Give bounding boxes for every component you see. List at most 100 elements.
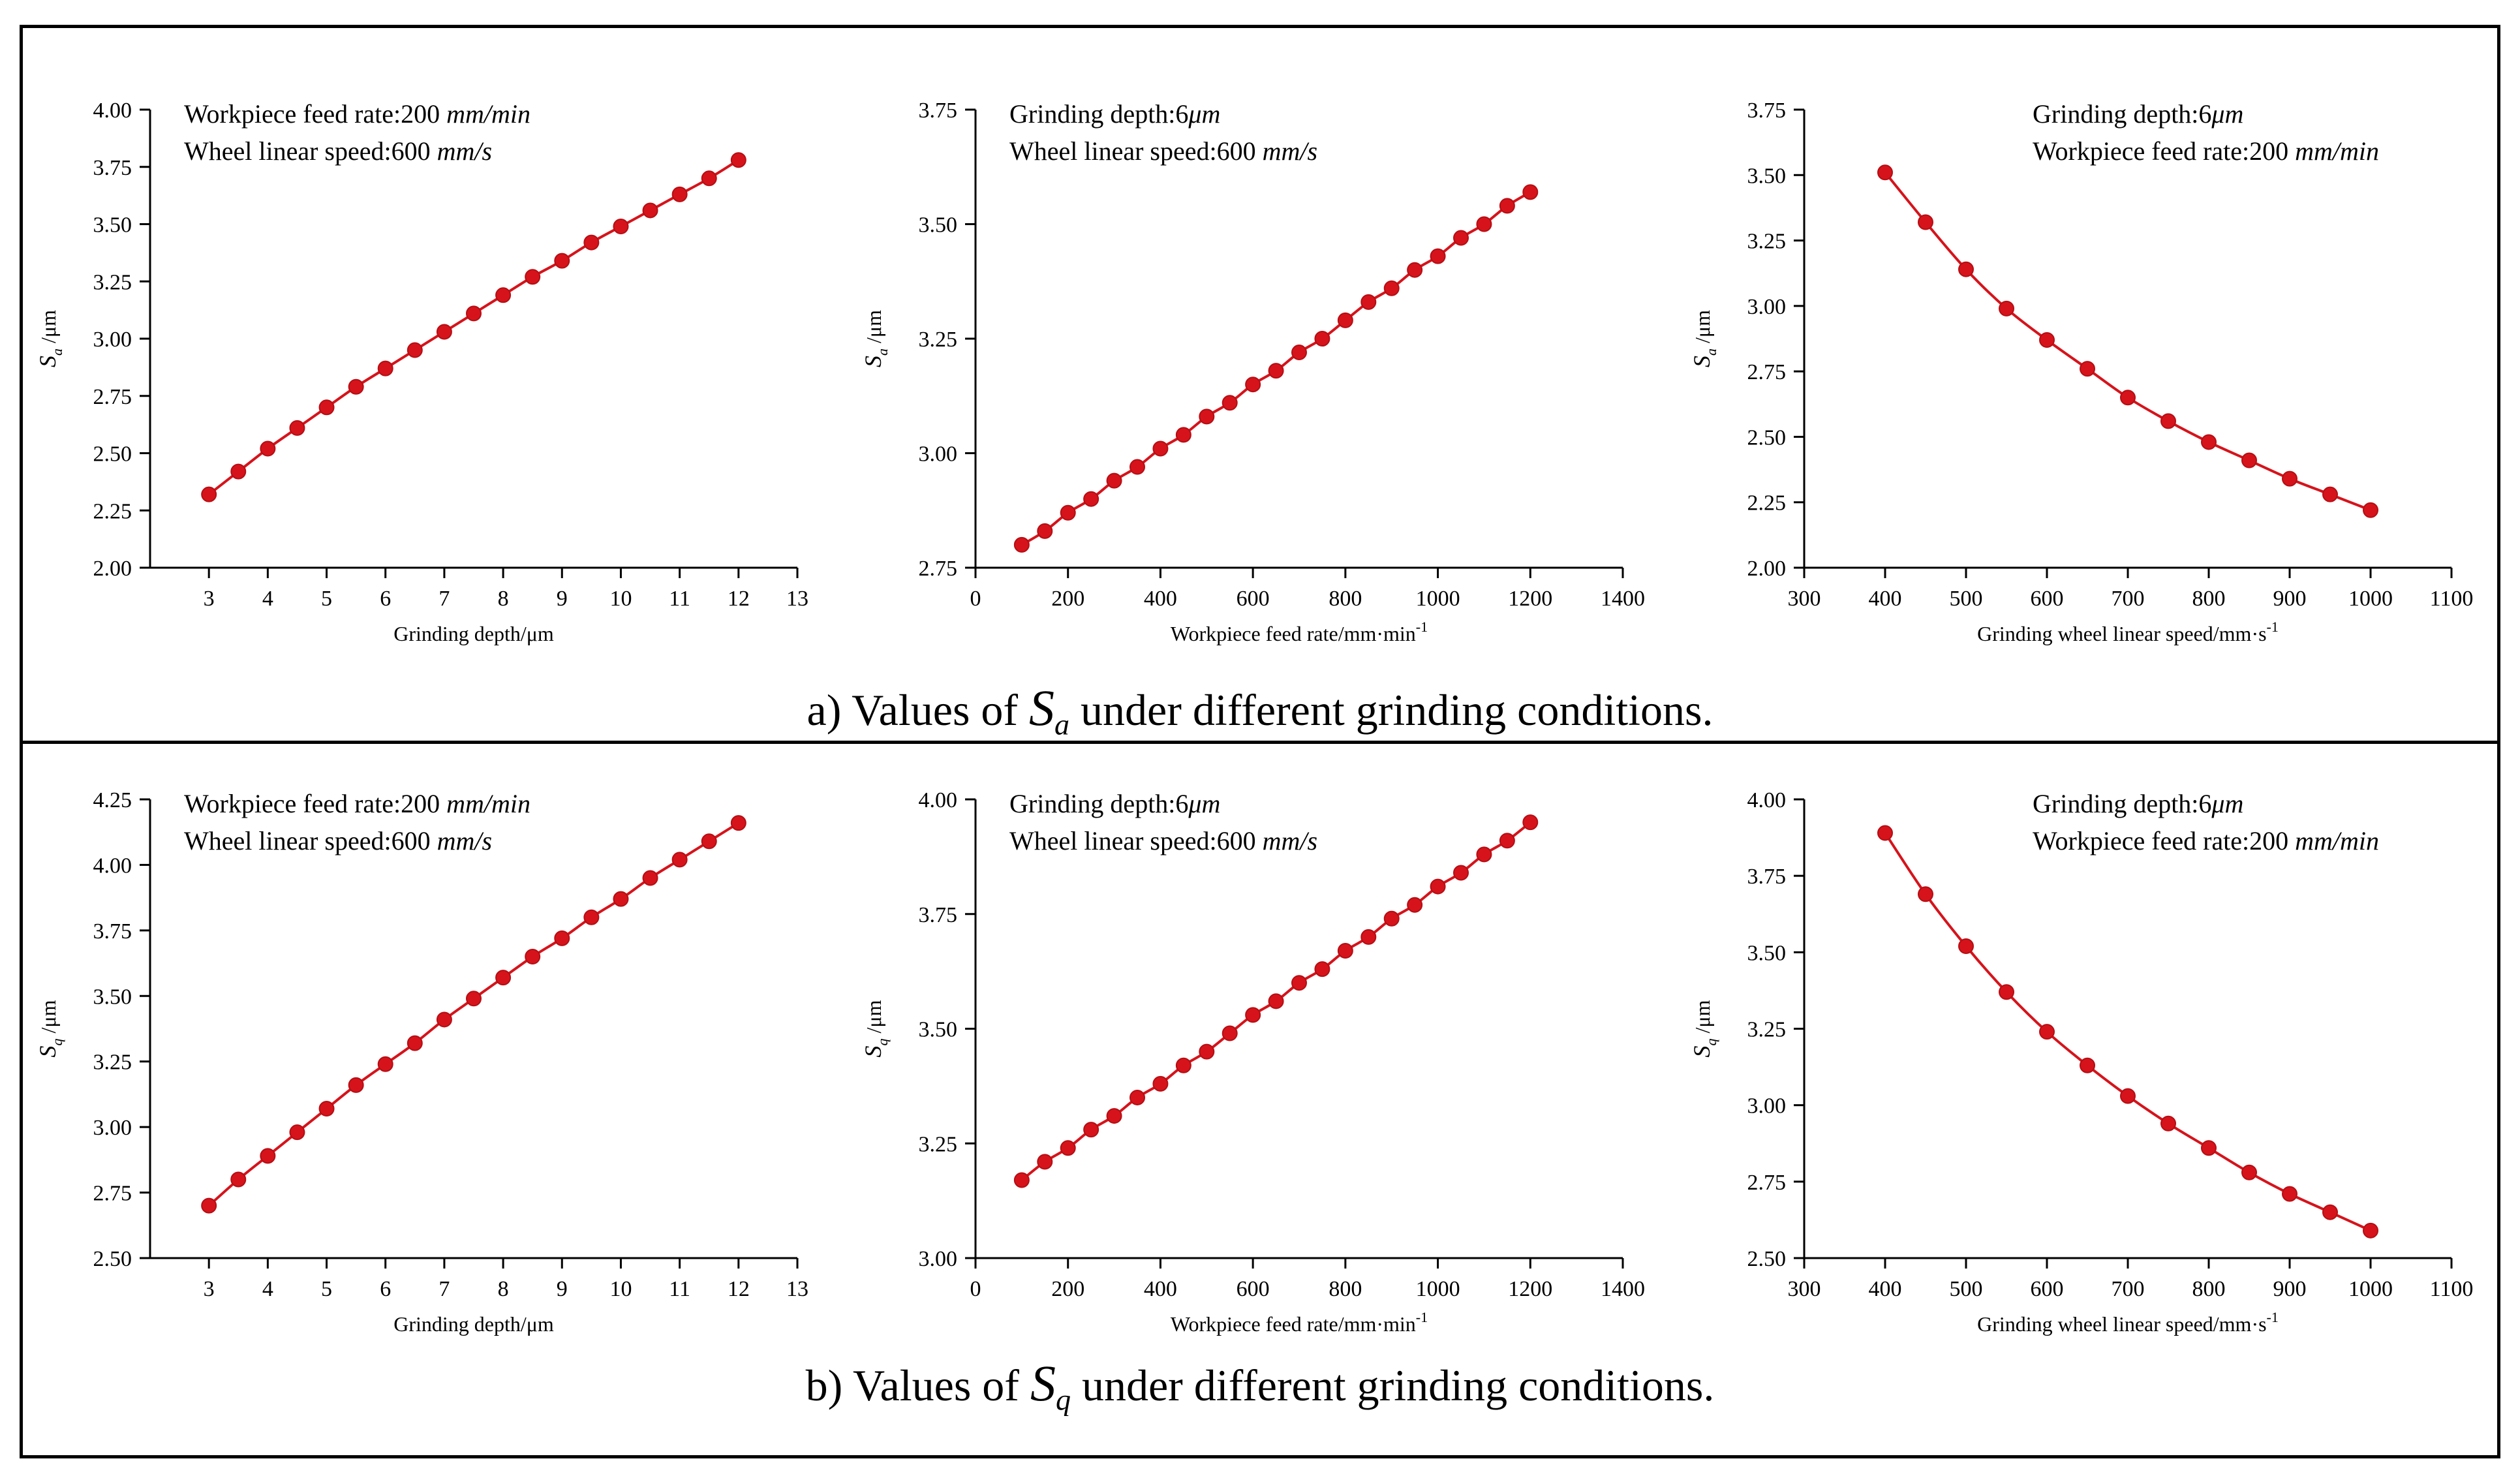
data-point — [1383, 280, 1400, 296]
y-axis-label-unit: /μm — [862, 310, 885, 348]
x-tick-label: 400 — [1869, 1277, 1902, 1301]
y-tick-label: 3.75 — [1747, 865, 1787, 889]
annotation-segment: mm/s — [437, 136, 492, 166]
data-point — [1152, 1075, 1169, 1092]
x-tick-label: 6 — [380, 587, 391, 611]
data-point — [407, 342, 423, 358]
x-axis-label-text: Grinding depth/μm — [393, 622, 554, 645]
x-axis-label: Grinding wheel linear speed/mm·s-1 — [1977, 619, 2279, 645]
data-point — [1522, 814, 1539, 831]
y-axis-label: Sa /μm — [860, 310, 891, 367]
x-tick-label: 3 — [204, 587, 215, 611]
data-point — [1877, 164, 1893, 181]
x-tick-label: 9 — [557, 587, 568, 611]
y-tick-label: 2.50 — [93, 1247, 132, 1271]
x-axis-label-text: Grinding wheel linear speed/mm·s — [1977, 1312, 2266, 1336]
data-point — [1522, 184, 1539, 200]
data-point — [289, 420, 305, 436]
y-tick-label: 3.25 — [919, 328, 958, 352]
data-point — [1013, 1172, 1030, 1188]
data-point — [318, 1101, 335, 1117]
data-point — [1199, 408, 1215, 425]
caption-b-subscript: q — [1055, 1383, 1071, 1417]
data-point — [1337, 312, 1353, 328]
y-tick-label: 3.50 — [93, 985, 132, 1009]
caption-a-prefix: a) Values of — [807, 685, 1030, 735]
data-point — [1360, 929, 1377, 945]
y-tick-label: 4.25 — [93, 788, 132, 812]
x-tick-label: 500 — [1950, 587, 1983, 611]
y-axis-label-sub: q — [874, 1038, 891, 1045]
y-axis-label-symbol: S — [35, 356, 61, 367]
annotation-line: Workpiece feed rate:200 mm/min — [2033, 136, 2379, 166]
data-point — [1430, 878, 1446, 895]
chart-b-3: 300 400 500 600 700 800 900 1000 1100 2.50 2.75 3.0… — [1689, 788, 2473, 1336]
data-point — [2039, 1024, 2055, 1040]
annotation-segment: μm — [1188, 789, 1220, 818]
data-point — [613, 891, 629, 907]
y-axis-label-unit: /μm — [862, 1000, 885, 1038]
data-point — [1199, 1043, 1215, 1060]
chart-b-1: 3 4 5 6 7 8 9 10 11 12 13 2.50 2.75 3.00 3.25 3.50 3.75 4… — [35, 788, 808, 1336]
chart-a-3: 300 400 500 600 700 800 900 1000 1100 2.00 2.25 2.5… — [1689, 99, 2473, 645]
data-point — [230, 1171, 247, 1188]
annotation-segment: Wheel linear speed:600 — [184, 826, 437, 855]
x-tick-label: 1200 — [1508, 1277, 1552, 1301]
data-point — [1314, 961, 1330, 978]
x-axis-label: Grinding depth/μm — [393, 1312, 554, 1336]
y-tick-label: 3.75 — [919, 903, 958, 927]
caption-b-suffix: under different grinding conditions. — [1070, 1361, 1715, 1410]
annotation-segment: mm/s — [1263, 136, 1317, 166]
data-point — [1083, 1122, 1099, 1138]
x-tick-label: 800 — [1329, 1277, 1362, 1301]
data-point — [701, 170, 717, 187]
y-tick-label: 3.50 — [1747, 941, 1787, 965]
data-point — [1175, 427, 1191, 443]
data-point — [2160, 413, 2176, 429]
y-tick-label: 4.00 — [919, 788, 958, 812]
data-point — [201, 486, 217, 502]
x-axis-label-sup: -1 — [2267, 1309, 2279, 1325]
data-point — [260, 440, 276, 457]
y-tick-label: 3.00 — [919, 442, 958, 467]
x-tick-label: 300 — [1788, 587, 1821, 611]
data-point — [1407, 262, 1423, 278]
x-tick-label: 5 — [321, 587, 332, 611]
y-axis-label: Sa /μm — [1689, 310, 1719, 367]
x-tick-label: 200 — [1051, 1277, 1084, 1301]
x-tick-label: 8 — [498, 1277, 509, 1301]
data-point — [495, 287, 512, 303]
data-point — [1958, 938, 1974, 954]
data-point — [2241, 452, 2257, 469]
annotation-line: Workpiece feed rate:200 mm/min — [184, 99, 530, 129]
annotation-line: Wheel linear speed:600 mm/s — [1009, 136, 1317, 166]
x-tick-label: 900 — [2273, 1277, 2307, 1301]
y-axis-label-sub: a — [49, 348, 65, 356]
annotation-line: Wheel linear speed:600 mm/s — [184, 136, 492, 166]
data-point — [1453, 230, 1469, 246]
x-tick-label: 12 — [728, 1277, 750, 1301]
x-axis-label-text: Grinding depth/μm — [393, 1312, 554, 1336]
y-tick-label: 2.75 — [919, 557, 958, 581]
y-tick-label: 2.75 — [1747, 360, 1787, 384]
y-tick-label: 2.50 — [1747, 425, 1787, 450]
x-tick-label: 800 — [1329, 587, 1362, 611]
data-point — [2201, 434, 2217, 450]
y-tick-label: 2.00 — [1747, 557, 1787, 581]
x-tick-label: 300 — [1788, 1277, 1821, 1301]
y-tick-label: 3.25 — [93, 270, 132, 294]
data-point — [642, 202, 658, 219]
data-point — [1453, 865, 1469, 881]
data-point — [1222, 395, 1238, 411]
y-axis-label-sub: a — [874, 348, 891, 356]
data-point — [1245, 377, 1261, 393]
data-point — [1291, 975, 1307, 991]
data-point — [1152, 440, 1169, 457]
data-point — [1129, 459, 1145, 475]
annotation-segment: Grinding depth:6 — [2033, 99, 2211, 129]
data-point — [613, 219, 629, 235]
y-axis-label: Sq /μm — [1689, 1000, 1719, 1057]
annotation-segment: Workpiece feed rate:200 — [184, 99, 446, 129]
y-axis-label-symbol: S — [1689, 356, 1715, 367]
